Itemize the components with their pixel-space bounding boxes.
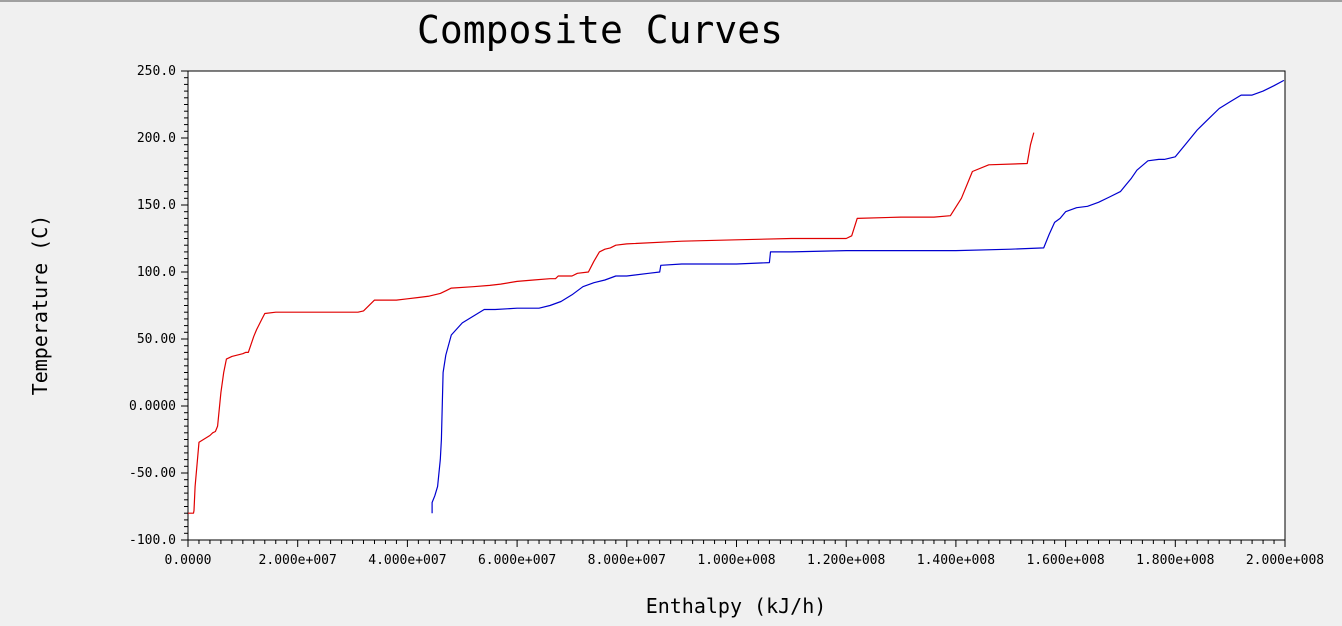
x-tick-label: 1.600e+008 <box>1026 553 1104 568</box>
plot-area <box>187 70 1286 541</box>
x-tick-label: 2.000e+007 <box>259 553 337 568</box>
x-axis: 0.0000 2.000e+007 4.000e+007 6.000e+007 8.00… <box>165 540 1324 568</box>
x-tick-label: 1.200e+008 <box>807 553 885 568</box>
y-tick-label: -100.0 <box>129 533 176 548</box>
y-tick-label: 200.0 <box>137 131 176 146</box>
x-tick-label: 1.400e+008 <box>917 553 995 568</box>
y-tick-label: 0.0000 <box>129 399 176 414</box>
x-tick-label: 8.000e+007 <box>588 553 666 568</box>
x-axis-label: Enthalpy (kJ/h) <box>645 594 827 618</box>
x-tick-label: 6.000e+007 <box>478 553 556 568</box>
y-axis-label: Temperature (C) <box>28 214 52 396</box>
x-tick-label: 4.000e+007 <box>368 553 446 568</box>
x-tick-label: 2.000e+008 <box>1246 553 1324 568</box>
x-tick-label: 0.0000 <box>165 553 212 568</box>
y-tick-label: -50.00 <box>129 466 176 481</box>
series-layer <box>188 79 1285 514</box>
cold-composite-curve <box>431 79 1285 514</box>
y-tick-label: 150.0 <box>137 198 176 213</box>
y-tick-label: 100.0 <box>137 265 176 280</box>
x-tick-label: 1.800e+008 <box>1136 553 1214 568</box>
x-tick-label: 1.000e+008 <box>697 553 775 568</box>
window-top-border <box>0 0 1342 2</box>
y-axis: 250.0 200.0 150.0 100.0 50.00 0.0000 -50.00 -10… <box>129 64 188 548</box>
chart-title: Composite Curves <box>416 8 784 52</box>
y-tick-label: 250.0 <box>137 64 176 79</box>
y-tick-label: 50.00 <box>137 332 176 347</box>
hot-composite-curve <box>188 132 1035 514</box>
